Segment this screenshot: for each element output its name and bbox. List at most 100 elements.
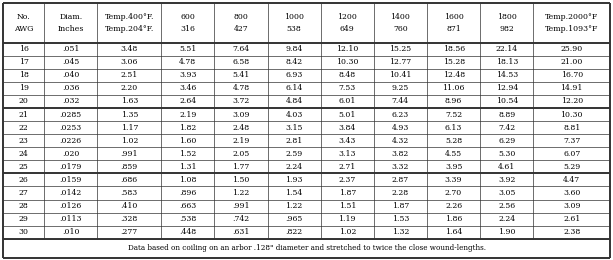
Text: 12.48: 12.48 (443, 71, 465, 79)
Text: Inches: Inches (58, 25, 84, 33)
Text: 1000: 1000 (284, 13, 304, 21)
Text: 5.01: 5.01 (338, 110, 356, 119)
Text: .663: .663 (179, 202, 196, 210)
Text: 29: 29 (18, 215, 29, 223)
Text: 1.31: 1.31 (179, 163, 197, 171)
Text: 16.70: 16.70 (560, 71, 583, 79)
Text: 18.56: 18.56 (443, 45, 465, 53)
Text: .742: .742 (232, 215, 249, 223)
Text: 12.10: 12.10 (336, 45, 359, 53)
Text: 3.13: 3.13 (338, 150, 356, 158)
Text: 25.90: 25.90 (560, 45, 583, 53)
Text: 2.19: 2.19 (179, 110, 196, 119)
Text: 25: 25 (19, 163, 28, 171)
Text: 7.53: 7.53 (338, 84, 356, 92)
Text: 2.87: 2.87 (392, 176, 409, 184)
Text: 2.59: 2.59 (286, 150, 303, 158)
Text: 3.06: 3.06 (121, 58, 138, 66)
Text: 7.44: 7.44 (392, 98, 409, 106)
Text: 16: 16 (18, 45, 29, 53)
Text: 26: 26 (19, 176, 28, 184)
Text: Temp.400°F.: Temp.400°F. (104, 13, 154, 21)
Text: 5.29: 5.29 (563, 163, 581, 171)
Text: 1.19: 1.19 (338, 215, 356, 223)
Text: 2.19: 2.19 (232, 137, 249, 145)
Text: 1.90: 1.90 (498, 228, 516, 236)
Text: 2.20: 2.20 (121, 84, 138, 92)
Text: 1.54: 1.54 (286, 189, 303, 197)
Text: 3.09: 3.09 (563, 202, 581, 210)
Text: 1.93: 1.93 (285, 176, 303, 184)
Text: 6.01: 6.01 (338, 98, 356, 106)
Text: 15.28: 15.28 (443, 58, 465, 66)
Text: Data based on coiling on an arbor .128" diameter and stretched to twice the clos: Data based on coiling on an arbor .128" … (128, 244, 485, 252)
Text: 10.30: 10.30 (560, 110, 583, 119)
Text: 8.42: 8.42 (286, 58, 303, 66)
Text: .991: .991 (121, 150, 138, 158)
Text: 6.23: 6.23 (392, 110, 409, 119)
Text: 3.95: 3.95 (445, 163, 462, 171)
Text: 7.42: 7.42 (498, 124, 516, 132)
Text: 3.93: 3.93 (179, 71, 197, 79)
Text: 3.92: 3.92 (498, 176, 516, 184)
Text: 7.52: 7.52 (445, 110, 462, 119)
Text: 760: 760 (393, 25, 408, 33)
Text: .277: .277 (121, 228, 138, 236)
Text: 1600: 1600 (444, 13, 463, 21)
Text: 10.54: 10.54 (496, 98, 518, 106)
Text: .0142: .0142 (59, 189, 82, 197)
Text: 27: 27 (19, 189, 28, 197)
Text: 1.77: 1.77 (232, 163, 249, 171)
Text: 22.14: 22.14 (496, 45, 518, 53)
Text: 18.13: 18.13 (495, 58, 518, 66)
Text: 5.51: 5.51 (179, 45, 196, 53)
Text: 1.17: 1.17 (121, 124, 138, 132)
Text: 6.14: 6.14 (286, 84, 303, 92)
Text: 1.64: 1.64 (445, 228, 462, 236)
Text: 9.84: 9.84 (286, 45, 303, 53)
Text: 17: 17 (18, 58, 29, 66)
Text: 2.81: 2.81 (286, 137, 303, 145)
Text: 3.72: 3.72 (232, 98, 249, 106)
Text: 11.06: 11.06 (443, 84, 465, 92)
Text: Temp.2000°F: Temp.2000°F (545, 13, 598, 21)
Text: .040: .040 (62, 71, 80, 79)
Text: 9.25: 9.25 (392, 84, 409, 92)
Text: .0113: .0113 (59, 215, 82, 223)
Text: 3.39: 3.39 (445, 176, 462, 184)
Text: 3.46: 3.46 (179, 84, 196, 92)
Text: 8.96: 8.96 (445, 98, 462, 106)
Text: 2.24: 2.24 (286, 163, 303, 171)
Text: 2.26: 2.26 (445, 202, 462, 210)
Text: 6.13: 6.13 (445, 124, 462, 132)
Text: 8.48: 8.48 (339, 71, 356, 79)
Text: 1.02: 1.02 (338, 228, 356, 236)
Text: Diam.: Diam. (59, 13, 82, 21)
Text: .036: .036 (62, 84, 80, 92)
Text: .822: .822 (286, 228, 303, 236)
Text: 18: 18 (18, 71, 29, 79)
Text: 3.60: 3.60 (563, 189, 581, 197)
Text: .0126: .0126 (59, 202, 82, 210)
Text: AWG: AWG (14, 25, 33, 33)
Text: .020: .020 (62, 150, 80, 158)
Text: 1800: 1800 (497, 13, 517, 21)
Text: 5.30: 5.30 (498, 150, 516, 158)
Text: 2.24: 2.24 (498, 215, 516, 223)
Text: .328: .328 (121, 215, 138, 223)
Text: 20: 20 (18, 98, 29, 106)
Text: 649: 649 (340, 25, 355, 33)
Text: Temp.1093°F: Temp.1093°F (545, 25, 598, 33)
Text: 14.53: 14.53 (496, 71, 518, 79)
Text: 7.64: 7.64 (232, 45, 249, 53)
Text: .583: .583 (121, 189, 138, 197)
Text: .410: .410 (121, 202, 138, 210)
Text: 538: 538 (287, 25, 302, 33)
Text: .965: .965 (286, 215, 303, 223)
Text: 1.53: 1.53 (392, 215, 409, 223)
Text: 2.28: 2.28 (392, 189, 409, 197)
Text: 8.89: 8.89 (498, 110, 516, 119)
Text: 1.51: 1.51 (338, 202, 356, 210)
Text: 5.28: 5.28 (445, 137, 462, 145)
Text: 4.55: 4.55 (445, 150, 462, 158)
